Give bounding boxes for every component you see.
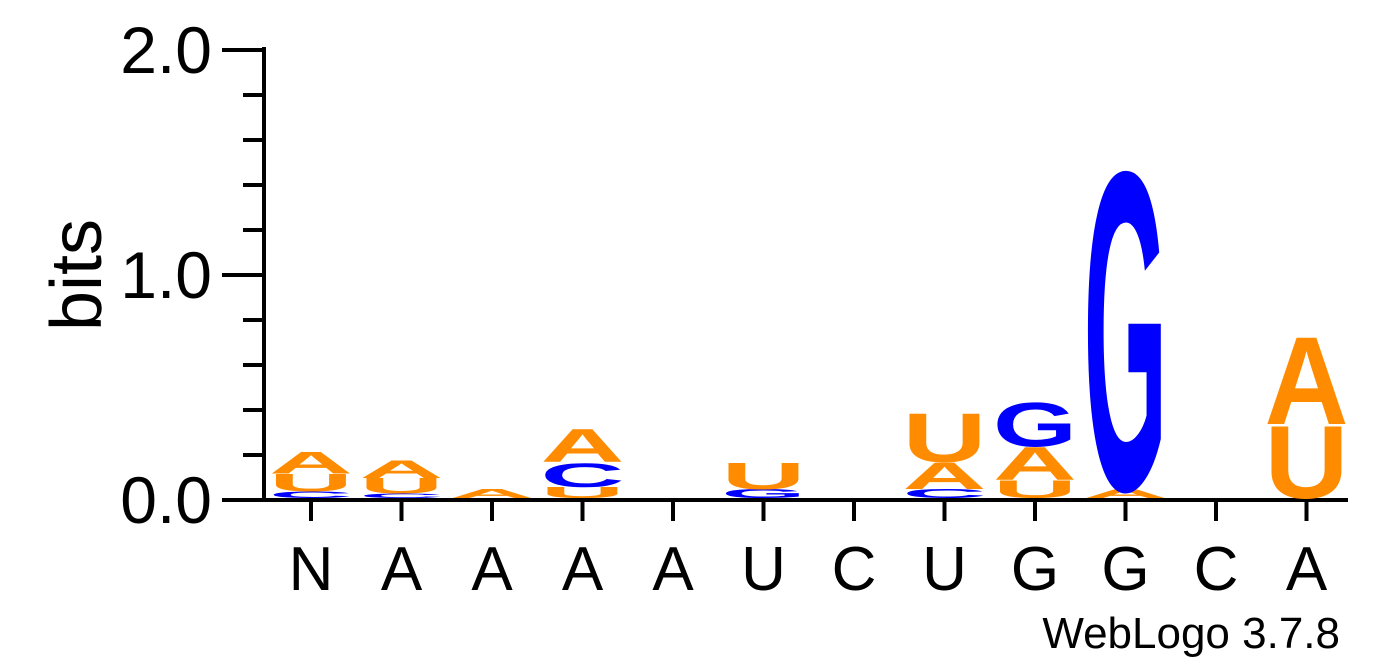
svg-text:A: A bbox=[540, 420, 624, 473]
logo-letter-U: U bbox=[540, 484, 624, 502]
y-ticks: 0.0 1.0 2.0 bbox=[120, 13, 264, 537]
svg-text:G: G bbox=[722, 487, 806, 501]
svg-text:U: U bbox=[269, 469, 353, 497]
logo-letter-A: A bbox=[903, 455, 987, 497]
svg-text:C: C bbox=[902, 487, 986, 501]
svg-text:G: G bbox=[993, 389, 1077, 459]
svg-text:A: A bbox=[993, 438, 1077, 491]
svg-text:G: G bbox=[1084, 78, 1168, 587]
logo-letter-A: A bbox=[450, 487, 534, 501]
svg-text:C: C bbox=[269, 490, 353, 501]
axes bbox=[262, 47, 1348, 502]
logo-letter-A: A bbox=[993, 438, 1077, 491]
x-tick-label: C bbox=[832, 535, 877, 604]
logo-letter-G: G bbox=[1084, 78, 1168, 587]
x-tick-label: U bbox=[922, 535, 967, 604]
x-tick-label: A bbox=[1286, 535, 1328, 604]
logo-letter-U: U bbox=[269, 469, 353, 497]
logo-letter-C: C bbox=[359, 492, 443, 499]
x-tick-label: A bbox=[652, 535, 694, 604]
logo-letter-U: U bbox=[993, 475, 1077, 503]
svg-text:U: U bbox=[722, 455, 806, 497]
svg-text:U: U bbox=[360, 474, 444, 499]
svg-text:A: A bbox=[360, 455, 444, 483]
x-tick-label: G bbox=[1011, 535, 1059, 604]
x-tick-label: A bbox=[471, 535, 513, 604]
logo-letter-A: A bbox=[540, 420, 624, 473]
logo-letter-U: U bbox=[360, 474, 444, 499]
svg-text:U: U bbox=[540, 484, 624, 502]
svg-text:U: U bbox=[1264, 405, 1348, 521]
svg-text:A: A bbox=[269, 445, 353, 480]
logo-letter-A: A bbox=[269, 445, 353, 480]
y-tick-label: 2.0 bbox=[120, 13, 212, 87]
x-tick-label: U bbox=[741, 535, 786, 604]
logo-letter-U: U bbox=[1264, 405, 1348, 521]
svg-text:C: C bbox=[359, 492, 443, 499]
svg-text:A: A bbox=[1265, 310, 1349, 451]
x-tick-label: N bbox=[289, 535, 334, 604]
svg-text:A: A bbox=[903, 455, 987, 497]
svg-text:C: C bbox=[540, 456, 624, 495]
logo-letter-A: A bbox=[360, 455, 444, 483]
y-tick-label: 0.0 bbox=[120, 463, 212, 537]
svg-text:U: U bbox=[903, 400, 987, 477]
y-tick-label: 1.0 bbox=[120, 238, 212, 312]
y-axis-label: bits bbox=[37, 219, 117, 331]
logo-letter-A: A bbox=[1265, 310, 1349, 451]
svg-text:A: A bbox=[450, 487, 534, 501]
logo-letter-C: C bbox=[540, 456, 624, 495]
logo-letter-G: G bbox=[993, 389, 1077, 459]
logo-letter-U: U bbox=[903, 400, 987, 477]
x-tick-label: C bbox=[1194, 535, 1239, 604]
logo-letter-A: A bbox=[1083, 487, 1167, 501]
weblogo-credit: WebLogo 3.7.8 bbox=[1042, 609, 1340, 658]
x-tick-label: A bbox=[381, 535, 423, 604]
svg-text:U: U bbox=[993, 475, 1077, 503]
x-tick-label: A bbox=[562, 535, 604, 604]
logo-letter-C: C bbox=[269, 490, 353, 501]
svg-text:A: A bbox=[1083, 487, 1167, 501]
logo-letter-G: G bbox=[722, 487, 806, 501]
logo-letter-U: U bbox=[722, 455, 806, 497]
x-tick-label: G bbox=[1101, 535, 1149, 604]
logo-letter-C: C bbox=[902, 487, 986, 501]
